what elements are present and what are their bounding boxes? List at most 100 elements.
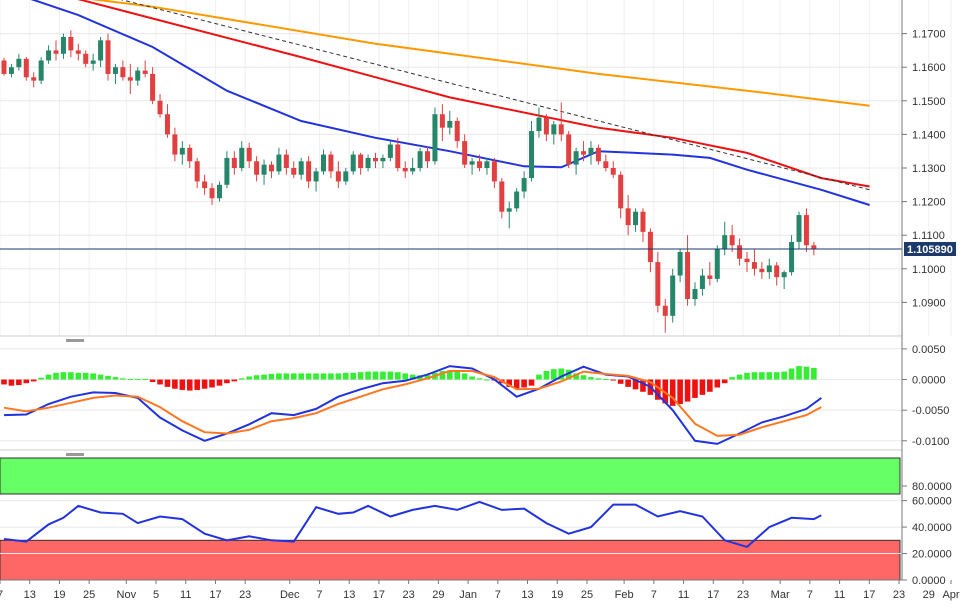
candle-up [60,36,66,54]
macd-bar-positive [142,378,148,380]
candle-down [68,36,74,51]
macd-bar-positive [68,372,74,380]
macd-bar-positive [60,372,67,380]
y-tick-label: -0.0100 [912,436,949,448]
macd-bar-positive [744,372,750,380]
macd-bar-positive [313,373,319,380]
x-tick-label: 7 [495,589,501,601]
macd-bar-positive [402,373,409,380]
macd-bar-positive [298,373,304,380]
macd-bar-positive [551,369,557,380]
candle-up [536,117,542,132]
current-price-tag [904,242,956,257]
x-tick-label: 19 [551,589,563,601]
macd-bar-positive [105,375,111,380]
macd-bar-positive [588,377,594,380]
candle-down [1,60,7,74]
candle-down [157,100,163,115]
y-tick-label: 1.0900 [912,297,946,309]
macd-bar-negative [714,379,721,388]
macd-bar-positive [328,373,334,380]
macd-line [3,365,822,445]
candle-down [744,258,750,263]
macd-bar-negative [655,379,661,400]
macd-bar-positive [350,372,357,380]
macd-bar-negative [617,379,624,384]
macd-bar-negative [684,379,691,402]
macd-bar-negative [640,379,646,392]
candle-up [469,161,475,165]
macd-bar-positive [409,374,416,380]
candle-down [328,154,334,172]
macd-bar-positive [365,371,371,380]
macd-bar-positive [45,374,52,380]
macd-bar-positive [238,378,245,380]
candle-down [172,134,178,155]
candle-down [707,275,713,279]
candle-down [759,268,765,273]
macd-bar-positive [558,368,565,380]
macd-bar-positive [357,372,364,380]
candle-up [692,288,698,300]
macd-bar-positive [469,376,475,380]
candle-down [477,161,483,168]
current-price-label: 1.105890 [907,244,953,256]
candle-down [209,188,215,199]
macd-bar-positive [788,368,795,380]
candle-down [774,265,780,278]
sma-55-line [30,0,870,206]
macd-bar-negative [513,379,520,389]
macd-bar-positive [595,378,602,380]
macd-bar-positive [543,370,550,380]
macd-bar-positive [811,367,817,380]
macd-bar-positive [75,372,82,380]
macd-bar-positive [90,373,96,380]
trend-line-line [120,0,870,191]
x-tick-label: 23 [239,589,251,601]
y-tick-label: 1.1500 [912,96,946,108]
macd-bar-negative [669,379,676,406]
candle-up [796,215,802,242]
candle-up [276,154,282,172]
candle-down [164,114,170,135]
candle-down [395,144,401,168]
candle-down [23,58,29,78]
macd-bar-positive [736,374,743,380]
x-tick-label: 11 [678,589,689,601]
macd-bar-positive [305,373,312,380]
x-tick-label: 7 [0,589,3,601]
macd-bar-negative [625,379,631,387]
candle-up [298,161,304,175]
macd-bar-negative [506,379,513,387]
y-tick-label: -0.0050 [912,405,949,417]
macd-bar-negative [677,379,683,405]
candle-up [410,168,416,172]
macd-bar-positive [253,375,260,380]
macd-bar-positive [53,372,59,380]
macd-bar-negative [201,379,208,389]
macd-bar-positive [82,372,89,380]
candle-down [75,50,81,54]
x-tick-label: 7 [651,589,657,601]
panel-resize-handle [66,453,84,456]
macd-bar-negative [172,379,178,389]
candle-up [789,241,795,273]
candle-up [380,157,386,162]
candle-down [373,157,378,162]
macd-bar-positive [439,370,446,380]
candle-up [521,178,527,192]
y-tick-label: 0.0000 [912,375,946,387]
macd-bar-positive [759,372,765,380]
rsi-oversold-band [0,539,901,581]
x-tick-label: 7 [316,589,322,601]
macd-bar-positive [573,373,579,380]
x-tick-label: 25 [581,589,593,601]
macd-bar-negative [157,379,163,385]
candle-down [291,168,297,175]
macd-bar-negative [707,379,713,392]
x-tick-label: 17 [209,589,221,601]
candle-up [224,157,230,185]
x-tick-label: 13 [24,589,36,601]
macd-bar-positive [112,377,119,380]
